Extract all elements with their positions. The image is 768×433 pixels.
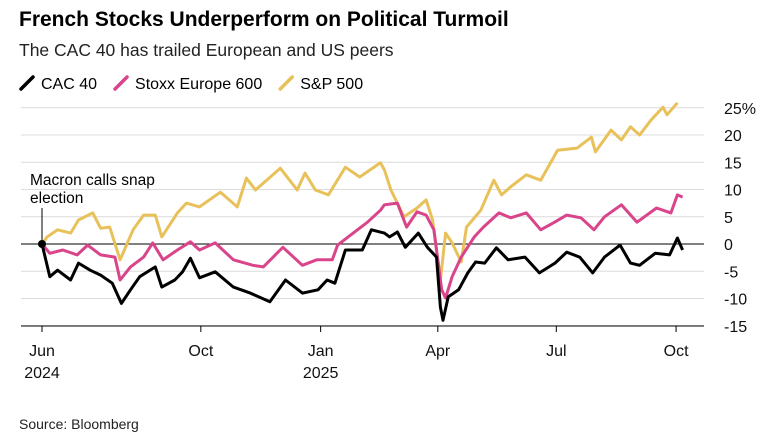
y-tick-label: 5 [724,210,733,227]
annotation-text-line1: Macron calls snap [30,172,155,189]
y-tick-label: -5 [724,264,738,281]
annotation: Macron calls snap election [30,172,155,248]
x-tick-year-label: 2024 [24,365,60,382]
x-tick-label: Apr [425,343,451,360]
legend-label: CAC 40 [41,76,97,93]
series-line-cac-40 [40,228,684,322]
gridlines [21,107,704,327]
legend-label: S&P 500 [300,76,363,93]
x-tick-label: Oct [664,343,689,360]
x-tick-label: Oct [188,343,213,360]
y-tick-label: 25% [724,101,756,118]
y-tick-label: 0 [724,237,733,254]
x-tick-label: Jan [308,343,334,360]
legend-swatch [113,75,129,91]
series-line-s-p-500 [40,101,679,282]
annotation-marker [38,240,46,248]
series-lines [40,101,684,322]
legend-swatch [278,75,294,91]
legend-label: Stoxx Europe 600 [135,76,262,93]
y-tick-label: -10 [724,292,747,309]
x-tick-label: Jun [29,343,55,360]
chart-title: French Stocks Underperform on Political … [19,8,509,31]
y-tick-label: 20 [724,128,742,145]
y-tick-label: -15 [724,319,747,336]
y-tick-label: 10 [724,183,742,200]
legend-swatch [19,75,35,91]
y-axis: 25% 20 15 10 5 0 -5 -10 -15 [724,101,756,336]
annotation-text-line2: election [30,190,83,207]
chart-subtitle: The CAC 40 has trailed European and US p… [19,40,394,60]
y-tick-label: 15 [724,155,742,172]
source-note: Source: Bloomberg [19,416,139,432]
x-tick-label: Jul [546,343,566,360]
x-axis: Jun 2024 Oct Jan 2025 Apr Jul Oct [21,325,704,382]
series-line-stoxx-europe-600 [40,193,684,300]
legend: CAC 40 Stoxx Europe 600 S&P 500 [19,75,363,93]
x-tick-year-label: 2025 [303,365,339,382]
